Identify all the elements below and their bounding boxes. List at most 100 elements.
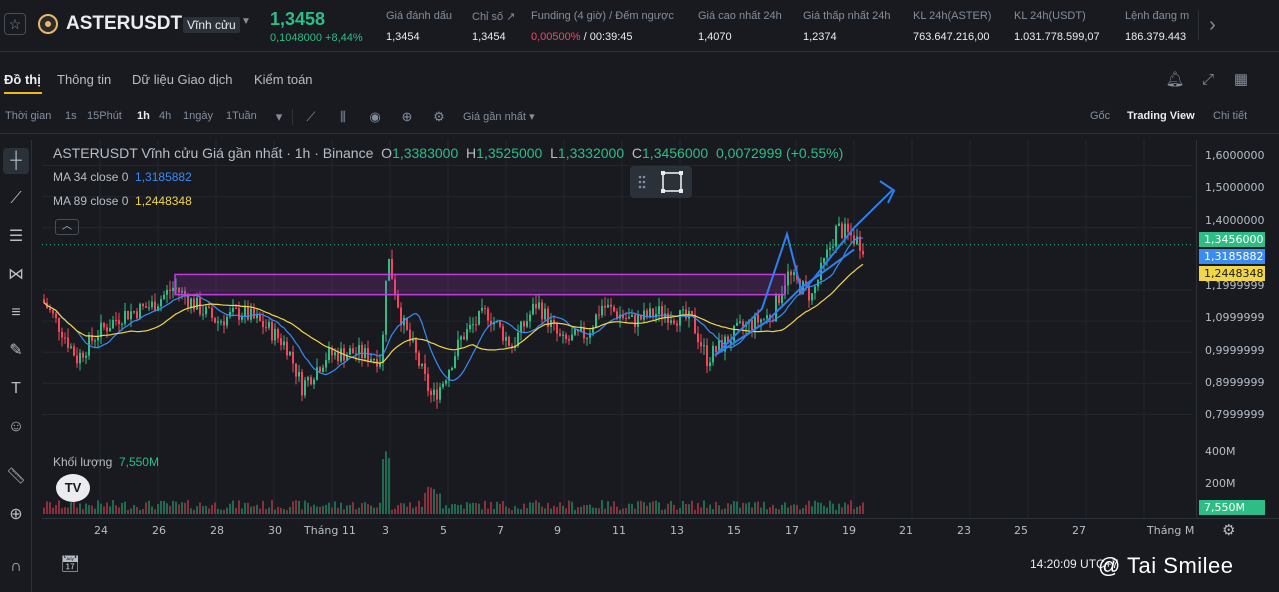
price-chart[interactable] <box>42 140 1192 518</box>
volume-bar <box>271 500 273 514</box>
candle-body <box>808 285 810 301</box>
pattern-icon[interactable]: ⋈ <box>8 266 24 283</box>
view-depth[interactable]: Chi tiết <box>1213 110 1248 122</box>
candle-body <box>835 225 837 247</box>
volume-bar <box>49 502 51 514</box>
volume-bar <box>211 504 213 514</box>
arrow-head <box>879 180 896 204</box>
volume-bar <box>259 508 261 514</box>
candle-body <box>235 307 237 309</box>
candle-body <box>385 280 387 335</box>
time-tick: 24 <box>94 524 108 537</box>
ruler-icon[interactable]: 📏︎ <box>5 468 27 485</box>
expand-icon[interactable]: ⤢ <box>1201 71 1214 88</box>
interval-dropdown-icon[interactable]: ▾ <box>275 109 283 124</box>
interval-1d[interactable]: 1ngày <box>183 110 213 122</box>
volume-bar <box>322 505 324 514</box>
volume-bar <box>361 503 363 514</box>
tab-audit[interactable]: Kiểm toán <box>254 72 313 87</box>
volume-bar <box>628 503 630 514</box>
time-tick: 7 <box>497 524 504 537</box>
chevron-down-icon[interactable]: ▼ <box>241 16 251 27</box>
trend-line-icon[interactable]: ⟋ <box>10 190 22 207</box>
calendar-icon[interactable]: 📅︎ <box>60 556 81 573</box>
candle-body <box>598 314 600 316</box>
symbol-name[interactable]: ASTERUSDT <box>66 13 183 34</box>
utc-clock[interactable]: 14:20:09 UTC+7 <box>1030 557 1119 571</box>
magnet-icon[interactable]: ∩ <box>10 558 22 575</box>
candle-type-icon[interactable]: ⫼ <box>340 109 346 124</box>
candle-body <box>70 346 72 348</box>
price-tick: 0,7999999 <box>1205 408 1265 421</box>
text-icon[interactable]: T <box>11 380 21 397</box>
volume-bar <box>484 500 486 514</box>
crosshair-icon[interactable]: ┼ <box>3 148 29 174</box>
volume-bar <box>631 503 633 514</box>
interval-1h[interactable]: 1h <box>137 110 150 122</box>
indicators-icon[interactable]: ⟋ <box>306 109 316 124</box>
brush-icon[interactable]: ✎ <box>9 342 23 359</box>
settings-icon[interactable]: ⚙︎ <box>433 109 445 124</box>
volume-bar <box>379 502 381 514</box>
volume-bar <box>811 506 813 514</box>
fib-icon[interactable]: ≡ <box>11 304 21 321</box>
volume-bar <box>220 509 222 514</box>
volume-bar <box>214 502 216 514</box>
favorite-star-icon[interactable]: ☆ <box>4 13 26 35</box>
horizontal-lines-icon[interactable]: ☰ <box>8 228 24 245</box>
volume-bar <box>793 504 795 514</box>
candle-body <box>847 223 849 232</box>
chart-legend: ASTERUSDT Vĩnh cửu Giá gần nhất · 1h · B… <box>53 145 843 161</box>
candle-body <box>382 334 384 363</box>
volume-bar <box>454 503 456 514</box>
contract-type-badge[interactable]: Vĩnh cửu <box>183 17 240 33</box>
candle-body <box>232 307 234 312</box>
tab-trading-data[interactable]: Dữ liệu Giao dịch <box>132 72 233 87</box>
volume-bar <box>673 504 675 514</box>
chevron-right-icon[interactable]: › <box>1198 10 1226 40</box>
time-axis[interactable]: 24 26 28 30 Tháng 11 3 5 7 9 11 13 15 17 19 21 23 25 27 Th… <box>42 518 1279 540</box>
volume-bar <box>532 502 534 514</box>
volume-bar <box>430 487 432 514</box>
add-icon[interactable]: ⊕ <box>401 109 413 124</box>
volume-tag: 7,550M <box>1199 500 1265 515</box>
collapse-legend-button[interactable]: ︿ <box>55 219 79 235</box>
price-type-select[interactable]: Giá gần nhất ▾ <box>463 110 535 123</box>
volume-bar <box>514 505 516 514</box>
candle-body <box>136 311 138 319</box>
index-price-label[interactable]: Chỉ số ↗ <box>472 11 516 23</box>
emoji-icon[interactable]: ☺ <box>7 418 25 435</box>
view-original[interactable]: Gốc <box>1090 110 1111 122</box>
volume-bar <box>529 502 531 514</box>
candle-body <box>832 246 834 248</box>
volume-bar <box>247 502 249 514</box>
view-tradingview[interactable]: Trading View <box>1127 110 1195 122</box>
zoom-in-icon[interactable]: ⊕ <box>9 506 23 523</box>
floating-drawing-toolbar[interactable] <box>630 166 692 198</box>
tradingview-logo[interactable]: TV <box>56 474 90 502</box>
candle-body <box>301 371 303 396</box>
candle-body <box>139 303 141 319</box>
tab-chart[interactable]: Đồ thị <box>4 72 41 87</box>
interval-15m[interactable]: 15Phút <box>87 110 122 122</box>
ma89-price-tag: 1,2448348 <box>1199 266 1265 281</box>
ma89-legend: MA 89 close 0 1,2448348 <box>53 194 192 208</box>
price-type-label: Giá gần nhất <box>463 111 526 123</box>
camera-icon[interactable]: ◉ <box>369 109 381 124</box>
price-axis[interactable]: 1,6000000 1,5000000 1,4000000 1,1999999 … <box>1196 140 1279 518</box>
candle-body <box>43 299 45 303</box>
bell-icon[interactable]: 🔔︎ <box>1165 71 1185 88</box>
drag-handle-icon[interactable] <box>630 166 692 198</box>
candle-body <box>742 321 744 327</box>
candle-body <box>340 348 342 362</box>
volume-bar <box>586 505 588 514</box>
tab-info[interactable]: Thông tin <box>57 72 112 87</box>
interval-1s[interactable]: 1s <box>65 110 77 122</box>
interval-1w[interactable]: 1Tuần <box>226 110 257 122</box>
volume-bar <box>820 502 822 514</box>
axis-settings-icon[interactable]: ⚙︎ <box>1222 522 1236 539</box>
candle-body <box>682 309 684 311</box>
candle-body <box>811 293 813 301</box>
layout-grid-icon[interactable]: ▦ <box>1233 71 1249 88</box>
interval-4h[interactable]: 4h <box>159 110 172 122</box>
